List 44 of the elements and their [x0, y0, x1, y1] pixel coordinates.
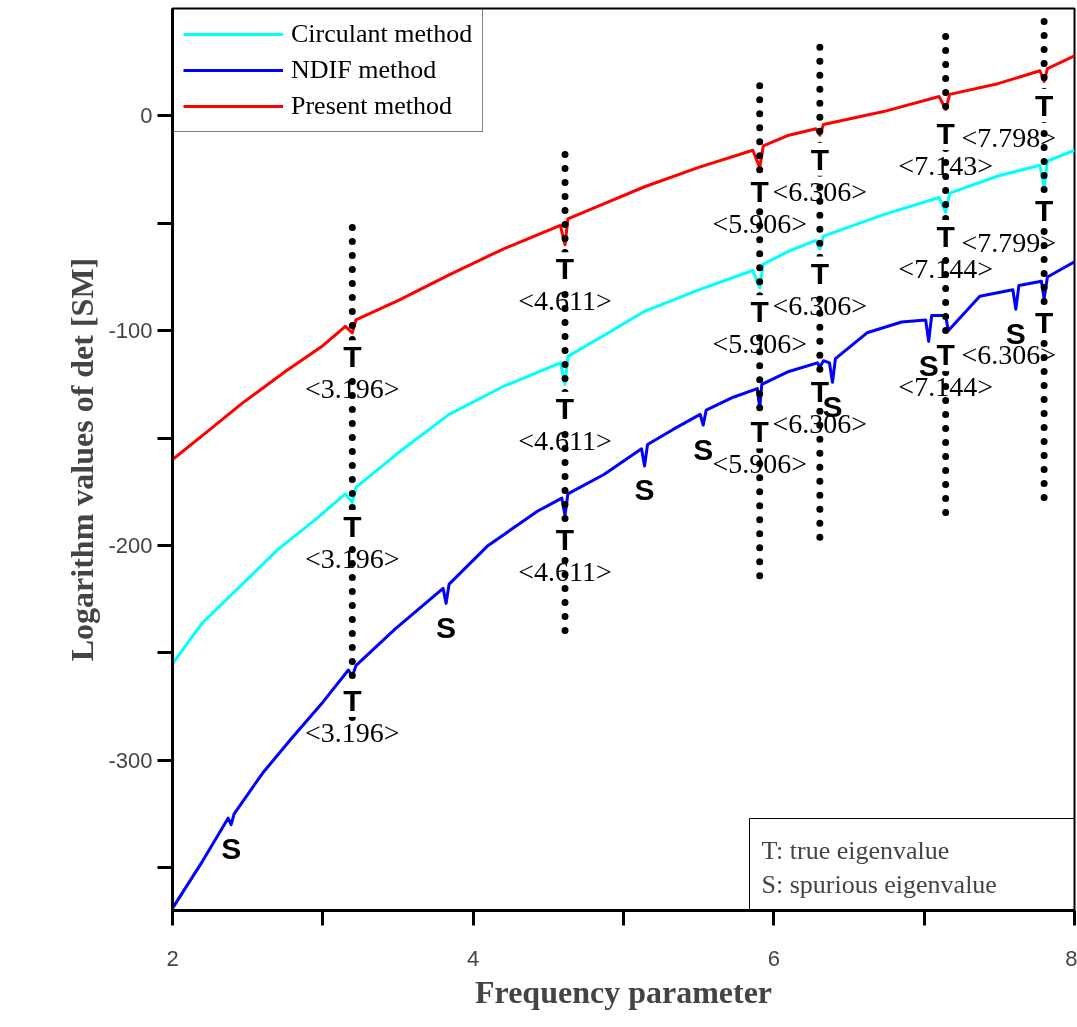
- annotation: T: [936, 116, 955, 150]
- annotation: <4.611>: [518, 424, 612, 456]
- legend-label: Present method: [291, 91, 453, 121]
- annotation: <3.196>: [305, 373, 400, 405]
- annotation: <4.611>: [518, 285, 612, 317]
- x-tick-label: 4: [467, 945, 480, 971]
- legend-label: NDIF method: [291, 55, 437, 85]
- annotation: S: [436, 610, 457, 644]
- x-tick-label: 2: [166, 945, 179, 971]
- annotation: <3.196>: [305, 716, 400, 748]
- legend-label: Circulant method: [291, 19, 473, 49]
- annotation: <5.906>: [712, 207, 807, 239]
- x-tick-label: 6: [767, 945, 780, 971]
- annotation: T: [936, 220, 955, 254]
- annotation: T: [750, 295, 769, 329]
- annotation: S: [221, 832, 242, 866]
- annotation: T: [555, 522, 575, 556]
- y-tick-label: -100: [108, 318, 153, 344]
- y-axis-title: Logarithm values of det [SM]: [64, 257, 101, 662]
- line-series: [172, 148, 1075, 666]
- annotation: S: [693, 432, 714, 466]
- annotation: T: [555, 391, 575, 425]
- annotation: T: [343, 509, 362, 543]
- y-tick-label: 0: [140, 103, 153, 129]
- annotation: T: true eigenvalue: [761, 835, 950, 865]
- annotation: S: [634, 473, 655, 507]
- annotation: <5.906>: [712, 448, 807, 480]
- annotation: S: spurious eigenvalue: [761, 869, 997, 899]
- annotation: <4.611>: [518, 555, 612, 587]
- annotation: T: [750, 174, 769, 208]
- y-tick-label: -200: [108, 532, 153, 558]
- annotation: <3.196>: [305, 542, 400, 574]
- annotation: T: [1034, 305, 1054, 339]
- annotation: T: [343, 683, 362, 717]
- x-tick-label: 8: [1065, 945, 1077, 971]
- annotation: T: [343, 340, 362, 374]
- annotation: T: [1034, 89, 1054, 123]
- annotation: T: [1034, 194, 1054, 228]
- annotation: T: [750, 415, 769, 449]
- annotation: T: [810, 142, 829, 176]
- annotation: T: [810, 256, 829, 290]
- x-axis-title: Frequency parameter: [474, 973, 773, 1010]
- annotation: T: [555, 252, 575, 286]
- y-tick-label: -300: [108, 747, 153, 773]
